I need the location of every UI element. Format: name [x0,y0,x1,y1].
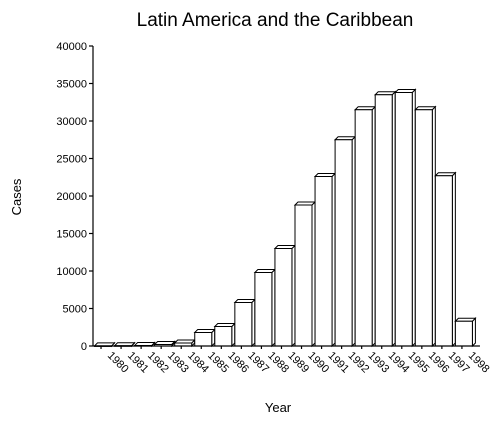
bar [373,90,397,348]
bar-front [434,175,453,347]
bar-front [394,92,413,347]
x-tick-label: 1996 [426,350,452,376]
x-tick-label: 1987 [245,350,271,376]
bar-front [294,204,313,347]
bar [153,340,176,348]
bar-front [354,109,373,347]
x-axis-label: Year [265,400,292,415]
y-tick-label: 0 [81,341,87,353]
y-tick-label: 20000 [56,191,87,203]
bar [333,135,357,348]
bar-front [234,302,253,347]
bar [233,298,257,348]
y-axis: 0 5000 10000 15000 20000 25000 30000 35000 40000 [56,41,94,353]
bar [394,88,417,348]
bar-front [314,176,333,347]
x-axis: 1980198119821983198419851986198719881989… [93,345,492,376]
x-tick-label: 1991 [325,350,351,376]
bar [193,328,216,348]
y-tick-label: 25000 [56,154,87,166]
chart-title: Latin America and the Caribbean [137,10,414,31]
y-tick-label: 5000 [63,304,87,316]
x-tick-label: 1982 [145,350,171,376]
x-tick-label: 1985 [205,350,231,376]
bar-front [454,320,473,347]
x-tick-label: 1983 [165,350,191,376]
bar [173,338,196,348]
y-tick-label: 10000 [56,266,87,278]
bar [273,244,297,348]
x-tick-label: 1989 [285,350,311,376]
y-tick-label: 40000 [56,41,87,53]
bars [93,88,477,348]
x-tick-label: 1994 [386,350,412,376]
bar [414,105,437,348]
x-tick-label: 1997 [446,350,472,376]
y-tick-label: 35000 [56,79,87,91]
bar-front [214,326,233,347]
bar [454,317,477,348]
y-axis-label: Cases [9,178,24,215]
x-tick-label: 1986 [225,350,251,376]
x-tick-label: 1981 [125,350,151,376]
x-tick-label: 1988 [265,350,291,376]
bar-front [194,332,213,347]
bar-front [414,109,433,347]
bar [293,200,317,348]
bar-front [334,139,353,347]
x-tick-label: 1984 [185,350,211,376]
x-tick-label: 1980 [105,350,131,376]
x-tick-label: 1992 [346,350,372,376]
bar [434,171,457,348]
x-tick-label: 1998 [466,350,492,376]
bar-front [254,272,273,347]
bar-front [274,248,293,347]
x-tick-label: 1995 [406,350,432,376]
bar [253,268,277,348]
y-tick-label: 15000 [56,229,87,241]
bar [313,172,337,348]
x-tick-label: 1993 [366,350,392,376]
bar [213,322,237,348]
y-tick-label: 30000 [56,116,87,128]
bar [353,105,377,348]
x-tick-label: 1990 [305,350,331,376]
bar-front [374,94,393,347]
